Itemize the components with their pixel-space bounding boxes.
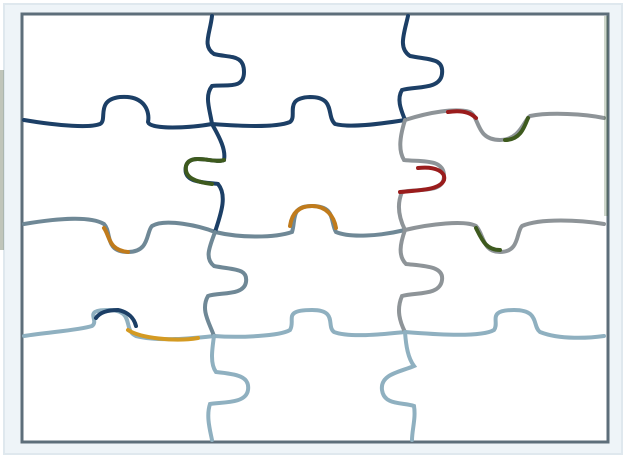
seam-row3-row4	[22, 307, 606, 342]
seam-segment-1a	[22, 94, 214, 130]
seam-col2-col3	[379, 14, 447, 442]
seam-segment-1b	[210, 94, 407, 128]
seam-segment-v1a	[205, 14, 247, 126]
seam-accent-orange-2b	[288, 203, 338, 230]
seam-segment-v2d	[379, 330, 418, 442]
seam-segment-v1d	[206, 334, 251, 442]
seam-accent-blue-3	[94, 307, 138, 328]
seam-accent-green-2	[474, 226, 502, 252]
seam-row1-row2	[22, 94, 606, 143]
seam-segment-3b	[212, 307, 407, 339]
puzzle-frame	[20, 12, 610, 444]
seam-accent-red-v2	[398, 165, 447, 194]
seam-segment-3c	[403, 307, 606, 340]
seam-accent-orange-2	[102, 226, 130, 254]
seam-segment-v2c	[396, 228, 445, 334]
seam-accent-green-v1	[183, 157, 226, 186]
seam-segment-v1c	[203, 230, 249, 338]
seam-segment-2c	[403, 218, 606, 255]
left-edge-shadow	[0, 70, 4, 250]
right-edge-shadow	[604, 16, 608, 216]
seam-accent-green-1	[503, 116, 530, 142]
seam-row2-row3	[22, 203, 606, 255]
seam-accent-red-1	[446, 109, 478, 120]
seam-col1-col2	[183, 14, 251, 442]
seam-segment-v2a	[397, 14, 445, 122]
seam-accent-gold-3	[126, 328, 200, 342]
